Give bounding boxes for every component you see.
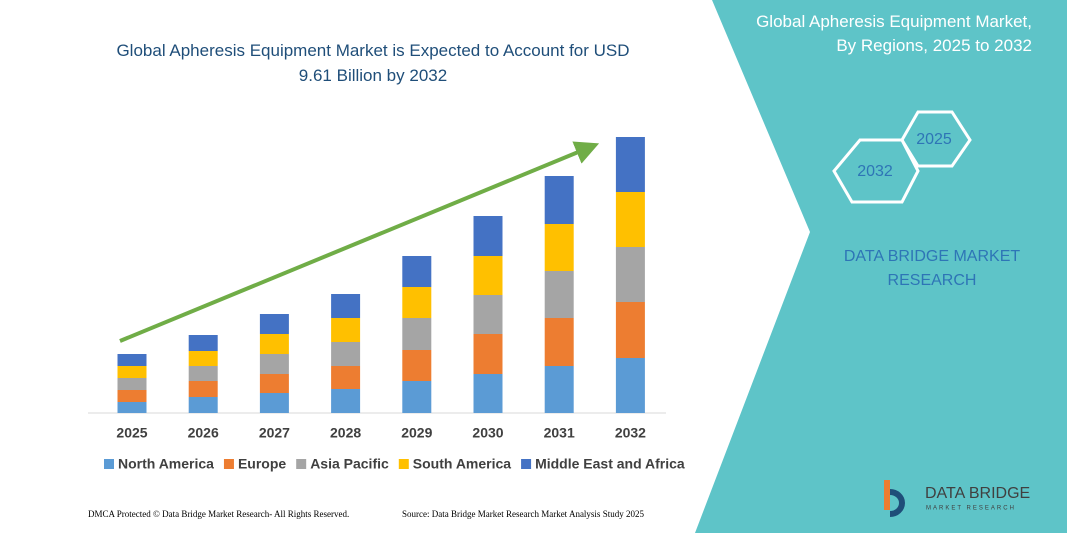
bar-segment: [259, 354, 289, 374]
bar-segment: [473, 256, 503, 295]
legend-swatch: [296, 459, 307, 469]
bar-segment: [331, 294, 361, 318]
legend-label: Europe: [238, 456, 286, 472]
bar-segment: [188, 366, 218, 381]
bar-segment: [402, 256, 432, 287]
bar-segment: [188, 335, 218, 351]
bar-segment: [473, 216, 503, 256]
bar-segment: [117, 366, 147, 378]
brand-text: DATA BRIDGE MARKET RESEARCH: [843, 248, 1021, 289]
bar-segment: [117, 402, 147, 413]
logo-name: DATA BRIDGE: [925, 485, 1030, 502]
bar-segment: [402, 318, 432, 350]
legend-label: South America: [413, 456, 511, 472]
bar-segment: [188, 381, 218, 397]
bar-segment: [259, 374, 289, 393]
x-tick-label: 2029: [401, 425, 432, 441]
bar-segment: [402, 350, 432, 381]
legend-label: Middle East and Africa: [535, 456, 685, 472]
bar-segment: [544, 366, 574, 413]
chart-title: Global Apheresis Equipment Market is Exp…: [116, 41, 630, 85]
bar-segment: [331, 342, 361, 366]
panel-title: Global Apheresis Equipment Market, By Re…: [756, 12, 1032, 55]
bar-segment: [615, 302, 645, 358]
bar-segment: [188, 397, 218, 413]
bar-segment: [331, 318, 361, 342]
x-tick-label: 2030: [472, 425, 503, 441]
x-tick-label: 2031: [544, 425, 575, 441]
footer-left: DMCA Protected © Data Bridge Market Rese…: [88, 509, 349, 519]
bar-segment: [259, 334, 289, 354]
footer-right: Source: Data Bridge Market Research Mark…: [402, 509, 644, 519]
bar-segment: [117, 378, 147, 390]
bar-segment: [544, 318, 574, 366]
bar-segment: [259, 314, 289, 334]
bar-segment: [544, 224, 574, 271]
legend-swatch: [521, 459, 532, 469]
hex-label: 2025: [916, 131, 952, 148]
bar-segment: [473, 295, 503, 334]
logo-tagline: MARKET RESEARCH: [926, 506, 1016, 512]
bar-segment: [117, 354, 147, 366]
bar-segment: [402, 381, 432, 413]
legend-swatch: [104, 459, 114, 469]
bar-segment: [615, 137, 645, 192]
bar-segment: [402, 287, 432, 318]
x-tick-label: 2026: [188, 425, 219, 441]
bar-segment: [615, 358, 645, 413]
bar-segment: [615, 247, 645, 302]
bar-segment: [544, 271, 574, 318]
bar-segment: [117, 390, 147, 402]
legend-label: North America: [118, 456, 214, 472]
x-tick-label: 2032: [615, 425, 646, 441]
bar-segment: [473, 334, 503, 374]
bar-segment: [544, 176, 574, 224]
bar-segment: [615, 192, 645, 247]
bar-segment: [331, 366, 361, 389]
logo-icon: [884, 480, 905, 517]
trend-arrow: [119, 141, 600, 343]
hexagon: [900, 110, 972, 168]
legend-swatch: [223, 459, 234, 469]
bar-segment: [331, 389, 361, 413]
x-tick-label: 2028: [330, 425, 361, 441]
legend-swatch: [398, 459, 409, 469]
x-tick-label: 2025: [116, 425, 147, 441]
x-tick-label: 2027: [259, 425, 290, 441]
hex-label: 2032: [857, 163, 893, 180]
bar-segment: [188, 351, 218, 366]
side-panel: [695, 0, 1067, 533]
legend-label: Asia Pacific: [310, 456, 389, 472]
bar-segment: [259, 393, 289, 413]
bar-segment: [473, 374, 503, 413]
